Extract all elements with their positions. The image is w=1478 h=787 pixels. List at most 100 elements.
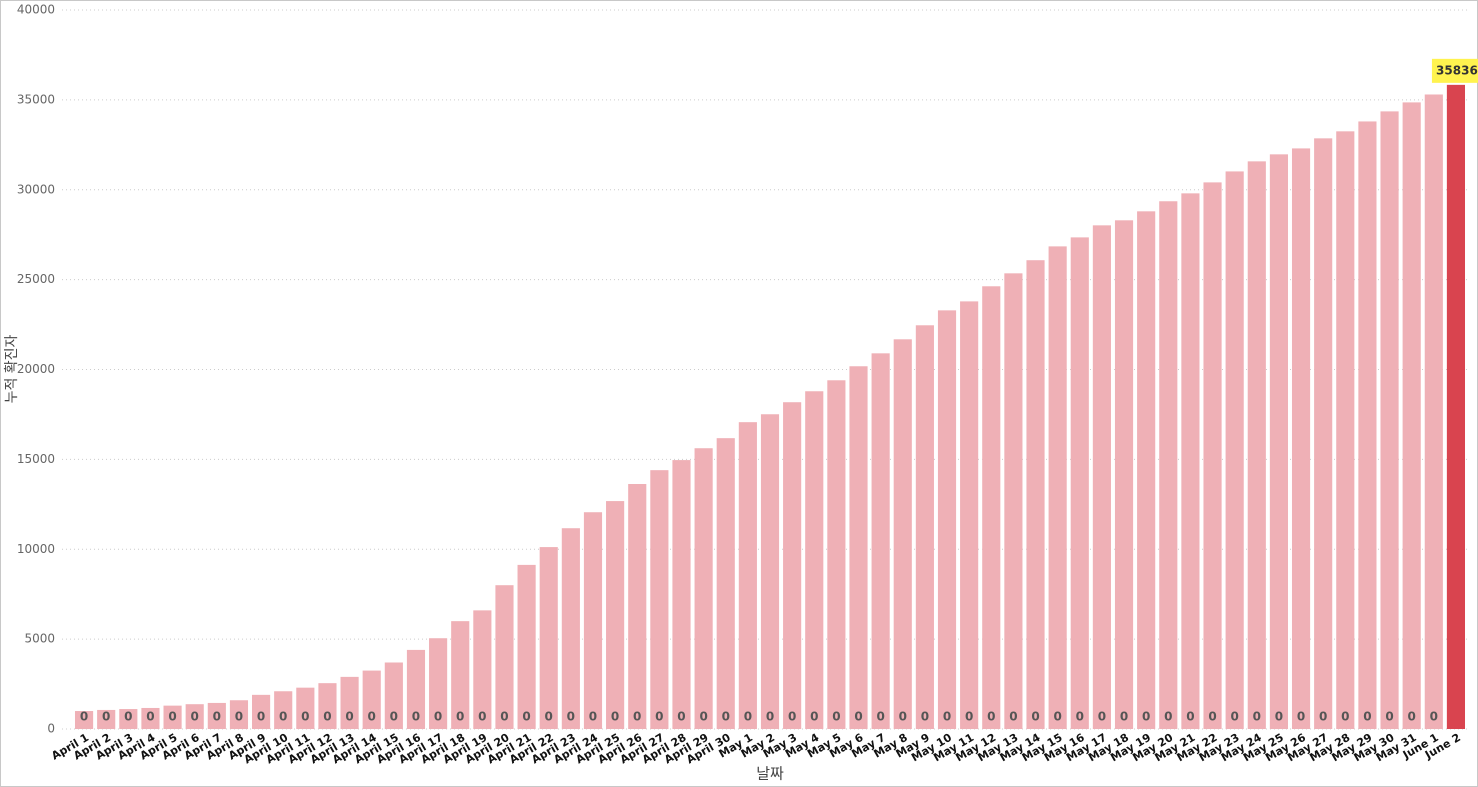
bar bbox=[1358, 121, 1377, 729]
bar bbox=[163, 705, 182, 729]
data-label: 0 bbox=[323, 710, 331, 724]
bar bbox=[539, 547, 558, 729]
data-label: 0 bbox=[810, 710, 818, 724]
data-label: 0 bbox=[943, 710, 951, 724]
data-label: 0 bbox=[368, 710, 376, 724]
bar bbox=[185, 704, 204, 729]
data-label: 0 bbox=[1230, 710, 1238, 724]
bar bbox=[296, 687, 315, 729]
data-label: 0 bbox=[722, 710, 730, 724]
data-label: 0 bbox=[1408, 710, 1416, 724]
data-label: 0 bbox=[301, 710, 309, 724]
bar bbox=[716, 438, 735, 729]
bar bbox=[384, 662, 403, 729]
bar bbox=[650, 470, 669, 729]
data-label: 0 bbox=[766, 710, 774, 724]
data-label: 0 bbox=[1430, 710, 1438, 724]
data-label: 0 bbox=[1385, 710, 1393, 724]
data-label: 0 bbox=[1076, 710, 1084, 724]
data-label: 0 bbox=[788, 710, 796, 724]
data-label: 0 bbox=[899, 710, 907, 724]
data-label: 0 bbox=[124, 710, 132, 724]
data-label: 0 bbox=[500, 710, 508, 724]
bar bbox=[517, 564, 536, 729]
data-label: 0 bbox=[279, 710, 287, 724]
bar bbox=[406, 649, 426, 729]
y-tick-label: 30000 bbox=[17, 182, 55, 196]
bar bbox=[1026, 260, 1045, 729]
data-label: 0 bbox=[589, 710, 597, 724]
bar bbox=[915, 325, 934, 729]
bar bbox=[1424, 94, 1443, 730]
data-label: 0 bbox=[854, 710, 862, 724]
data-label: 0 bbox=[257, 710, 265, 724]
bar bbox=[451, 621, 470, 729]
data-label: 0 bbox=[478, 710, 486, 724]
bar bbox=[362, 670, 381, 729]
data-label: 0 bbox=[1164, 710, 1172, 724]
bar bbox=[1203, 182, 1222, 729]
data-label: 0 bbox=[235, 710, 243, 724]
data-label: 0 bbox=[1363, 710, 1371, 724]
bar bbox=[318, 683, 337, 729]
x-axis-label: 날짜 bbox=[756, 765, 784, 783]
data-label: 0 bbox=[1208, 710, 1216, 724]
bar bbox=[274, 691, 293, 729]
bar bbox=[1314, 138, 1333, 730]
bar bbox=[849, 366, 868, 729]
data-label: 0 bbox=[1319, 710, 1327, 724]
bar bbox=[1004, 273, 1023, 729]
bar bbox=[982, 286, 1001, 729]
data-label: 0 bbox=[1275, 710, 1283, 724]
data-label: 0 bbox=[80, 710, 88, 724]
bar bbox=[760, 414, 780, 729]
data-label: 0 bbox=[146, 710, 154, 724]
bar bbox=[628, 484, 647, 729]
data-label: 0 bbox=[522, 710, 530, 724]
data-label: 0 bbox=[1186, 710, 1194, 724]
bar bbox=[1336, 131, 1355, 730]
y-tick-label: 20000 bbox=[17, 362, 55, 376]
data-label: 0 bbox=[168, 710, 176, 724]
bar bbox=[606, 501, 625, 729]
data-label: 0 bbox=[987, 710, 995, 724]
bar bbox=[1114, 220, 1134, 729]
bar bbox=[141, 707, 160, 729]
data-label: 0 bbox=[611, 710, 619, 724]
data-label: 0 bbox=[921, 710, 929, 724]
bar bbox=[738, 422, 757, 729]
data-label: 0 bbox=[744, 710, 752, 724]
data-label: 0 bbox=[876, 710, 884, 724]
bar bbox=[1291, 148, 1311, 730]
data-label-box bbox=[1431, 58, 1478, 83]
bar bbox=[1137, 211, 1156, 729]
y-tick-label: 25000 bbox=[17, 272, 55, 286]
data-label: 0 bbox=[390, 710, 398, 724]
bar bbox=[1159, 201, 1178, 729]
bar bbox=[429, 638, 448, 729]
bar bbox=[74, 711, 94, 729]
bar bbox=[871, 353, 890, 729]
bar bbox=[1247, 161, 1266, 730]
y-axis-label: 누적 확진자 bbox=[4, 334, 20, 403]
data-label: 0 bbox=[1098, 710, 1106, 724]
data-label: 0 bbox=[434, 710, 442, 724]
bar bbox=[229, 700, 249, 729]
data-label: 0 bbox=[1031, 710, 1039, 724]
bar bbox=[672, 460, 691, 729]
bar bbox=[97, 709, 116, 729]
y-tick-label: 0 bbox=[47, 722, 55, 736]
bar bbox=[1446, 84, 1466, 729]
bar bbox=[340, 676, 359, 729]
bar bbox=[1225, 171, 1244, 729]
bar bbox=[1380, 111, 1399, 729]
data-label: 0 bbox=[456, 710, 464, 724]
data-label: 0 bbox=[191, 710, 199, 724]
data-label: 0 bbox=[655, 710, 663, 724]
data-label: 0 bbox=[832, 710, 840, 724]
bar bbox=[561, 528, 580, 729]
bar bbox=[495, 585, 514, 729]
bar bbox=[827, 380, 846, 729]
